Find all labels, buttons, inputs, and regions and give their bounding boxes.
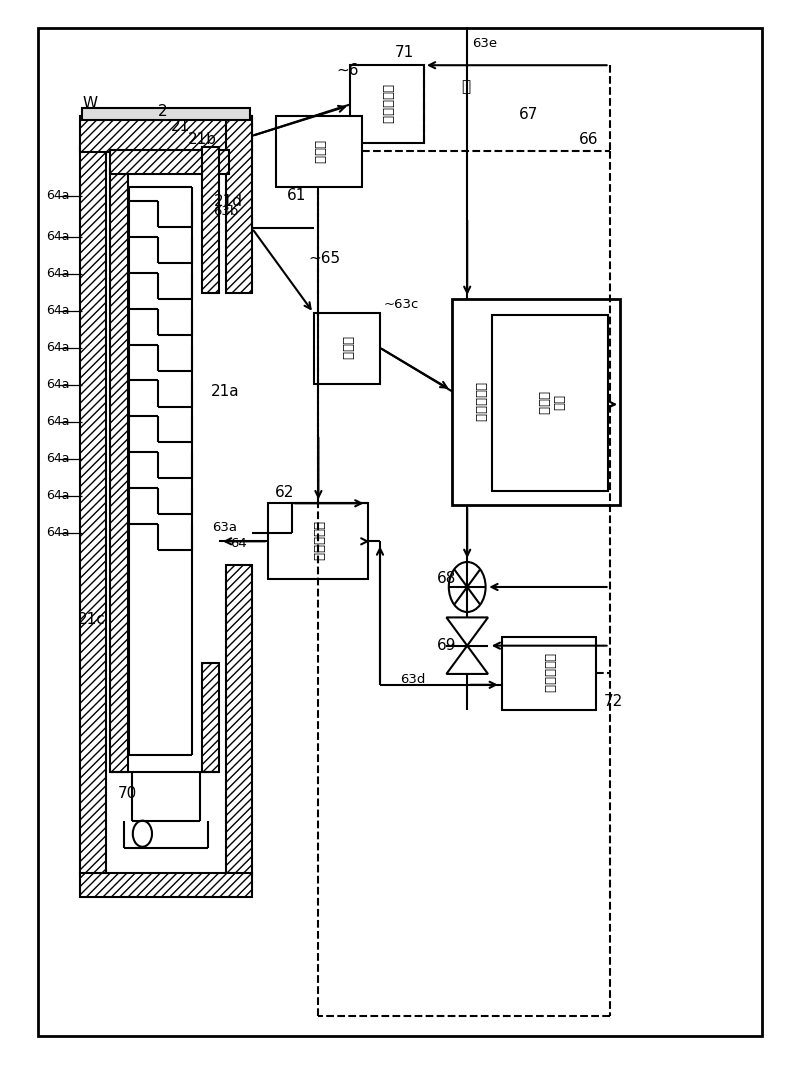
- Text: 63d: 63d: [400, 673, 426, 686]
- Text: 69: 69: [437, 638, 456, 653]
- Text: 控制部: 控制部: [313, 139, 326, 164]
- Bar: [80, 147, 106, 875]
- Polygon shape: [446, 646, 488, 674]
- Bar: [110, 168, 128, 772]
- Text: 64a: 64a: [46, 526, 70, 539]
- Text: 63b: 63b: [213, 205, 238, 218]
- Text: ~65: ~65: [308, 251, 340, 266]
- Bar: [226, 116, 252, 293]
- Bar: [80, 873, 252, 897]
- Text: 21: 21: [170, 118, 190, 134]
- Bar: [492, 315, 608, 491]
- Text: 64: 64: [230, 537, 247, 550]
- Text: ~63c: ~63c: [384, 298, 419, 311]
- Text: 67: 67: [518, 107, 538, 122]
- Text: 64a: 64a: [46, 378, 70, 391]
- Bar: [452, 299, 620, 505]
- Text: 72: 72: [604, 694, 623, 709]
- Text: 64a: 64a: [46, 415, 70, 428]
- Text: 61: 61: [286, 188, 306, 203]
- Text: 21c: 21c: [78, 612, 106, 627]
- Text: 21b: 21b: [188, 132, 217, 147]
- Circle shape: [449, 562, 486, 612]
- Bar: [314, 313, 380, 384]
- Text: 64a: 64a: [46, 267, 70, 280]
- Text: 64a: 64a: [46, 189, 70, 202]
- Text: 21a: 21a: [211, 384, 240, 399]
- Bar: [226, 565, 252, 875]
- Text: 71: 71: [394, 45, 414, 60]
- Bar: [80, 116, 252, 152]
- Bar: [202, 663, 219, 772]
- Text: 喷射真空泵: 喷射真空泵: [474, 383, 486, 422]
- Text: 21d: 21d: [214, 193, 242, 209]
- Text: 水: 水: [462, 79, 470, 95]
- Text: 68: 68: [437, 571, 456, 586]
- Text: 2: 2: [158, 104, 167, 120]
- Bar: [350, 65, 424, 143]
- Text: 64a: 64a: [46, 230, 70, 243]
- Text: 63e: 63e: [472, 37, 497, 50]
- Text: 64a: 64a: [46, 489, 70, 502]
- Text: 排水器: 排水器: [341, 336, 354, 361]
- Text: 温度控制器: 温度控制器: [311, 522, 325, 561]
- Text: 70: 70: [118, 786, 137, 801]
- Text: 64a: 64a: [46, 304, 70, 317]
- Circle shape: [133, 821, 152, 847]
- Text: 62: 62: [274, 485, 294, 500]
- Text: 流量传感器: 流量传感器: [542, 653, 555, 694]
- Bar: [268, 503, 368, 579]
- Bar: [276, 116, 362, 187]
- Text: 64a: 64a: [46, 341, 70, 354]
- Bar: [82, 108, 250, 120]
- Text: 冷水
制造器: 冷水 制造器: [536, 391, 564, 415]
- Text: W: W: [82, 96, 98, 111]
- Text: 64a: 64a: [46, 452, 70, 465]
- Bar: [502, 637, 596, 710]
- Polygon shape: [446, 617, 488, 646]
- Text: 66: 66: [578, 132, 598, 147]
- Bar: [110, 150, 229, 174]
- Bar: [202, 147, 219, 293]
- Text: 63a: 63a: [212, 521, 237, 534]
- Text: 压力传感器: 压力传感器: [381, 85, 394, 124]
- Text: ~6: ~6: [336, 63, 358, 78]
